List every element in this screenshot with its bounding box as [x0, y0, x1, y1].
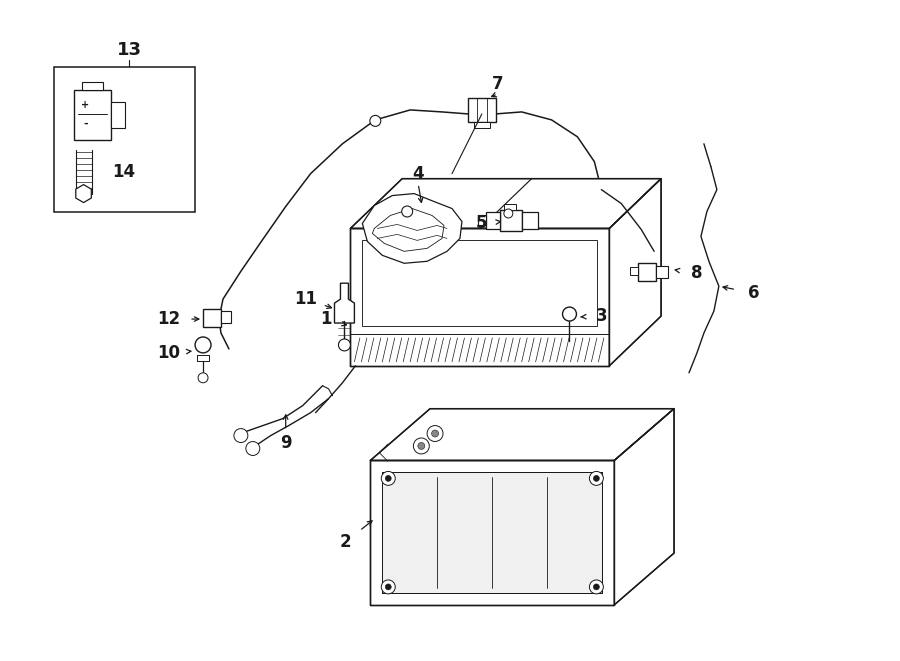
Polygon shape [203, 309, 221, 327]
Text: 2: 2 [339, 533, 351, 551]
Polygon shape [522, 212, 537, 229]
Polygon shape [504, 204, 516, 210]
Polygon shape [382, 473, 602, 593]
Circle shape [382, 580, 395, 594]
Polygon shape [350, 178, 662, 229]
Polygon shape [638, 263, 656, 281]
Polygon shape [76, 184, 91, 202]
Text: 6: 6 [748, 284, 760, 302]
Polygon shape [335, 283, 355, 323]
Polygon shape [221, 311, 231, 323]
Polygon shape [395, 204, 419, 221]
Text: 9: 9 [280, 434, 292, 451]
Polygon shape [474, 122, 490, 128]
Text: 13: 13 [117, 41, 142, 59]
Polygon shape [363, 194, 462, 263]
Text: 11: 11 [294, 290, 317, 308]
Circle shape [370, 116, 381, 126]
Polygon shape [615, 408, 674, 605]
Text: 7: 7 [492, 75, 504, 93]
Circle shape [234, 428, 248, 442]
Circle shape [246, 442, 260, 455]
Text: 14: 14 [112, 163, 135, 180]
Text: +: + [82, 100, 90, 110]
Polygon shape [373, 208, 444, 251]
Circle shape [413, 438, 429, 454]
Polygon shape [656, 266, 668, 278]
Polygon shape [500, 210, 522, 231]
Text: 10: 10 [158, 344, 181, 362]
Circle shape [382, 471, 395, 485]
Polygon shape [486, 212, 500, 229]
Text: 12: 12 [158, 310, 181, 328]
Circle shape [590, 471, 603, 485]
Polygon shape [609, 178, 662, 366]
Circle shape [590, 580, 603, 594]
Circle shape [385, 475, 392, 481]
Text: 5: 5 [476, 214, 488, 233]
Polygon shape [468, 98, 496, 122]
Circle shape [385, 584, 392, 590]
Polygon shape [82, 82, 104, 90]
Polygon shape [350, 229, 609, 366]
Polygon shape [630, 267, 638, 275]
Text: 1: 1 [320, 310, 331, 328]
Circle shape [504, 209, 513, 218]
Circle shape [418, 442, 425, 449]
Circle shape [593, 584, 599, 590]
Circle shape [432, 430, 438, 437]
Polygon shape [478, 215, 486, 225]
Text: 4: 4 [412, 165, 424, 182]
Text: 3: 3 [596, 307, 608, 325]
Circle shape [195, 337, 211, 353]
Circle shape [401, 206, 413, 217]
Circle shape [593, 475, 599, 481]
Polygon shape [370, 408, 674, 461]
Polygon shape [370, 461, 615, 605]
Text: -: - [83, 119, 88, 129]
Circle shape [428, 426, 443, 442]
Circle shape [338, 339, 350, 351]
Circle shape [198, 373, 208, 383]
Bar [54, 67, 195, 212]
Text: 8: 8 [691, 264, 703, 282]
Polygon shape [74, 90, 112, 140]
Circle shape [562, 307, 577, 321]
Bar [363, 241, 598, 326]
Polygon shape [112, 102, 125, 128]
